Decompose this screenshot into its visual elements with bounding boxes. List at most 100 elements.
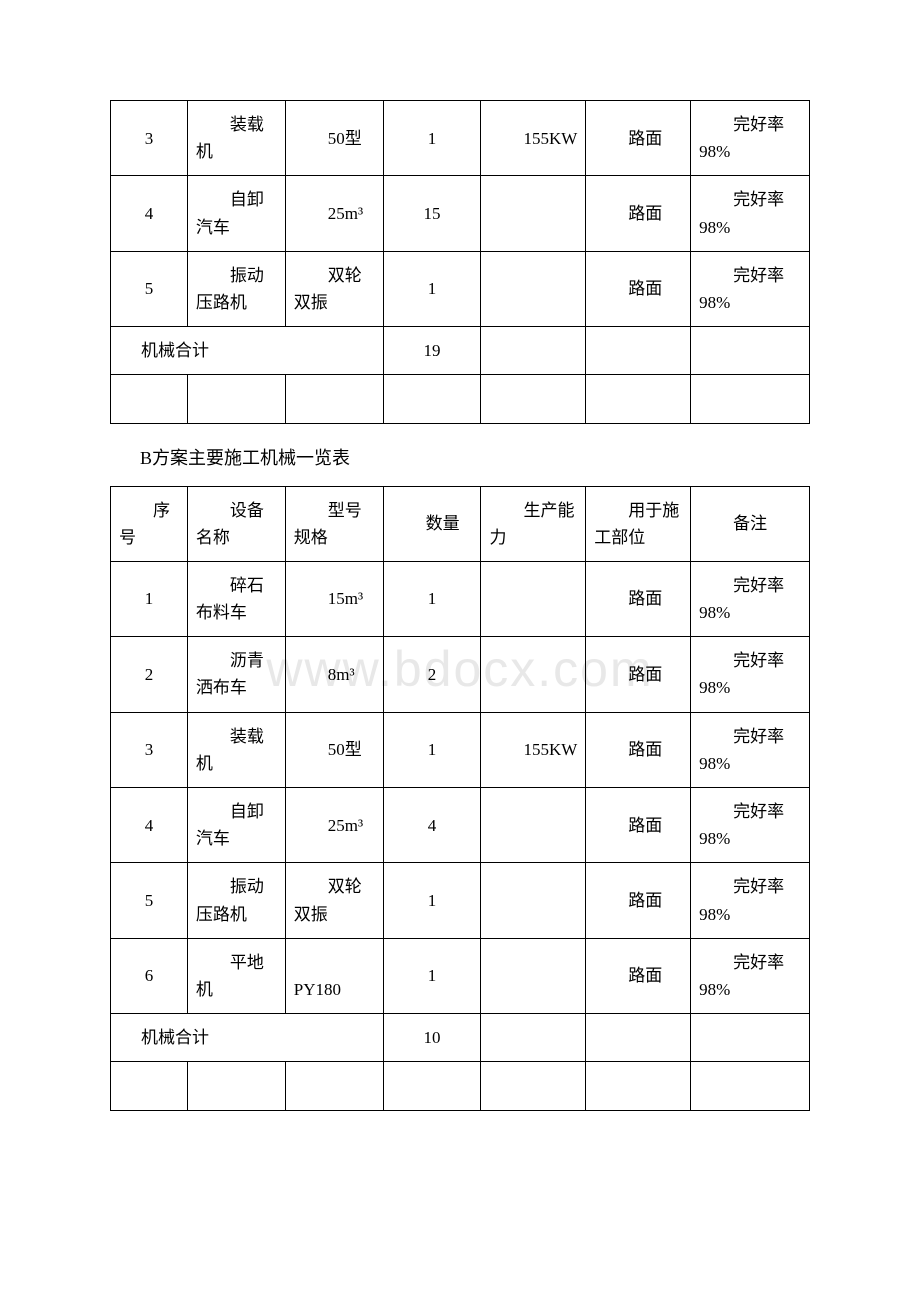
cell-empty	[691, 327, 810, 375]
cell-empty	[586, 1062, 691, 1110]
table-row: 4自卸汽车25m³15 路面完好率98%	[111, 176, 810, 251]
table-row: 3装载机50型1155KW路面完好率98%	[111, 101, 810, 176]
cell-empty	[586, 375, 691, 423]
cell-qty: 15	[383, 176, 481, 251]
cell-no: 4	[111, 788, 188, 863]
table-row: 2沥青洒布车8m³2路面完好率98%	[111, 637, 810, 712]
cell-name: 振动压路机	[187, 251, 285, 326]
caption-b: B方案主要施工机械一览表	[140, 444, 810, 470]
cell-empty	[691, 1062, 810, 1110]
header-name: 设备名称	[187, 486, 285, 561]
cell-no: 4	[111, 176, 188, 251]
cell-name: 自卸汽车	[187, 176, 285, 251]
cell-note: 完好率98%	[691, 176, 810, 251]
table-row: 3装载机50型1155KW路面完好率98%	[111, 712, 810, 787]
cell-cap	[481, 863, 586, 938]
cell-cap	[481, 176, 586, 251]
cell-empty	[383, 1062, 481, 1110]
cell-no: 5	[111, 251, 188, 326]
cell-spec: 8m³	[285, 637, 383, 712]
cell-cap	[481, 788, 586, 863]
cell-qty: 1	[383, 251, 481, 326]
cell-no: 1	[111, 561, 188, 636]
table-header-row: 序号设备名称型号规格数量生产能力用于施工部位备注	[111, 486, 810, 561]
cell-cap	[481, 251, 586, 326]
cell-name: 振动压路机	[187, 863, 285, 938]
cell-empty	[586, 327, 691, 375]
table-total-row: 机械合计10	[111, 1014, 810, 1062]
cell-spec: 25m³	[285, 176, 383, 251]
cell-note: 完好率98%	[691, 101, 810, 176]
header-part: 用于施工部位	[586, 486, 691, 561]
table-total-row: 机械合计19	[111, 327, 810, 375]
cell-empty	[285, 375, 383, 423]
header-cap: 生产能力	[481, 486, 586, 561]
cell-no: 6	[111, 938, 188, 1013]
cell-note: 完好率98%	[691, 863, 810, 938]
header-qty: 数量	[383, 486, 481, 561]
cell-no: 2	[111, 637, 188, 712]
table-row: 5振动压路机双轮双振1路面完好率98%	[111, 863, 810, 938]
cell-part: 路面	[586, 101, 691, 176]
cell-name: 平地机	[187, 938, 285, 1013]
cell-total-label: 机械合计	[111, 1014, 384, 1062]
cell-no: 3	[111, 101, 188, 176]
cell-empty	[586, 1014, 691, 1062]
cell-part: 路面	[586, 561, 691, 636]
cell-spec: PY180	[285, 938, 383, 1013]
cell-empty	[481, 375, 586, 423]
cell-part: 路面	[586, 251, 691, 326]
cell-note: 完好率98%	[691, 712, 810, 787]
cell-empty	[187, 375, 285, 423]
table-empty-row	[111, 375, 810, 423]
cell-name: 装载机	[187, 101, 285, 176]
cell-spec: 双轮双振	[285, 251, 383, 326]
cell-name: 碎石布料车	[187, 561, 285, 636]
cell-qty: 2	[383, 637, 481, 712]
cell-no: 3	[111, 712, 188, 787]
table-a: 3装载机50型1155KW路面完好率98%4自卸汽车25m³15路面完好率98%…	[110, 100, 810, 424]
table-row: 1碎石布料车15m³1路面完好率98%	[111, 561, 810, 636]
cell-empty	[187, 1062, 285, 1110]
cell-no: 5	[111, 863, 188, 938]
cell-qty: 1	[383, 101, 481, 176]
cell-part: 路面	[586, 637, 691, 712]
cell-note: 完好率98%	[691, 637, 810, 712]
cell-part: 路面	[586, 938, 691, 1013]
table-row: 6平地机PY1801 路面完好率98%	[111, 938, 810, 1013]
cell-cap	[481, 938, 586, 1013]
cell-qty: 1	[383, 863, 481, 938]
cell-empty	[691, 375, 810, 423]
cell-empty	[481, 1062, 586, 1110]
cell-qty: 1	[383, 561, 481, 636]
cell-qty: 4	[383, 788, 481, 863]
cell-cap: 155KW	[481, 101, 586, 176]
cell-qty: 1	[383, 938, 481, 1013]
cell-empty	[481, 327, 586, 375]
cell-empty	[383, 375, 481, 423]
cell-total-label: 机械合计	[111, 327, 384, 375]
cell-note: 完好率98%	[691, 938, 810, 1013]
cell-empty	[111, 1062, 188, 1110]
cell-spec: 双轮双振	[285, 863, 383, 938]
cell-cap	[481, 637, 586, 712]
cell-part: 路面	[586, 176, 691, 251]
cell-spec: 50型	[285, 101, 383, 176]
table-row: 4自卸汽车25m³4路面完好率98%	[111, 788, 810, 863]
cell-part: 路面	[586, 788, 691, 863]
cell-name: 自卸汽车	[187, 788, 285, 863]
cell-total-qty: 19	[383, 327, 481, 375]
cell-note: 完好率98%	[691, 251, 810, 326]
header-no: 序号	[111, 486, 188, 561]
cell-empty	[111, 375, 188, 423]
cell-cap: 155KW	[481, 712, 586, 787]
cell-empty	[285, 1062, 383, 1110]
table-b: 序号设备名称型号规格数量生产能力用于施工部位备注1碎石布料车15m³1路面完好率…	[110, 486, 810, 1111]
cell-spec: 25m³	[285, 788, 383, 863]
cell-note: 完好率98%	[691, 788, 810, 863]
cell-note: 完好率98%	[691, 561, 810, 636]
cell-name: 装载机	[187, 712, 285, 787]
cell-total-qty: 10	[383, 1014, 481, 1062]
cell-empty	[481, 1014, 586, 1062]
cell-cap	[481, 561, 586, 636]
